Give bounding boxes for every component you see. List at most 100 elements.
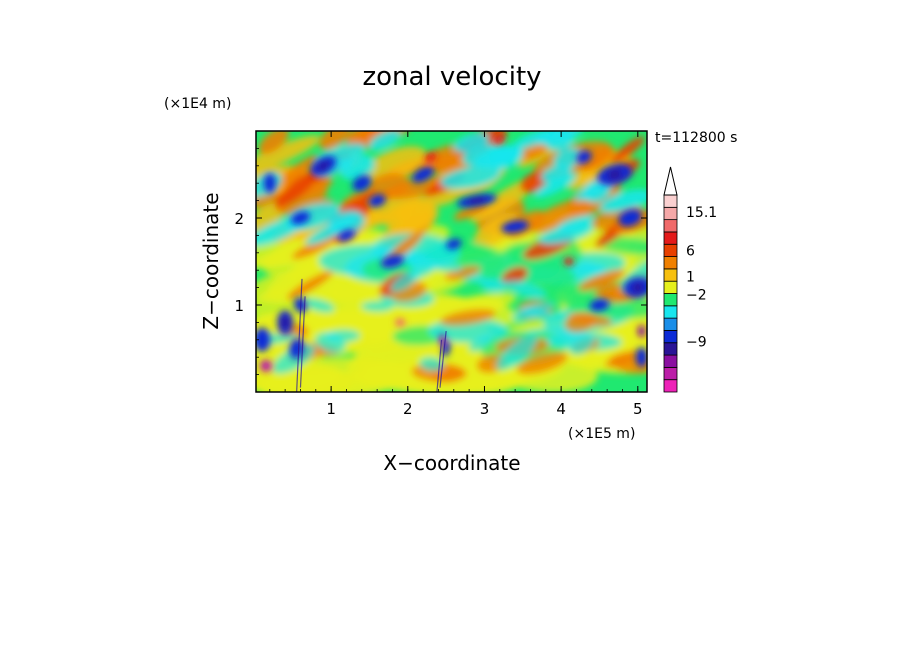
contour-region <box>496 334 538 371</box>
contour-region <box>615 207 647 235</box>
contour-core <box>589 298 610 312</box>
contour-region <box>256 363 342 392</box>
contour-streak <box>299 296 306 388</box>
contour-region <box>362 146 427 183</box>
contour-core <box>606 169 623 180</box>
contour-core <box>380 254 405 269</box>
contour-region <box>292 235 338 259</box>
contour-core <box>338 229 355 242</box>
contour-region <box>432 260 462 273</box>
contour-region <box>381 175 452 200</box>
colorbar-swatch <box>663 206 678 221</box>
contour-core <box>446 238 462 250</box>
colorbar-swatch <box>663 366 678 381</box>
contour-region <box>303 298 335 313</box>
contour-region <box>501 266 528 286</box>
contour-core <box>576 150 592 164</box>
colorbar-label: −2 <box>686 288 707 304</box>
contour-core <box>563 257 574 266</box>
colorbar-swatch <box>663 243 678 257</box>
y-tick-label: 2 <box>234 210 244 228</box>
y-tick-label: 1 <box>234 297 244 315</box>
contour-region <box>569 332 595 355</box>
contour-core <box>618 209 642 227</box>
colorbar-swatch <box>663 379 678 393</box>
y-axis-label: Z−coordinate <box>199 192 223 329</box>
colorbar-swatch <box>663 293 678 307</box>
x-tick-label: 1 <box>326 400 336 418</box>
colorbar-swatch <box>663 354 678 368</box>
x-tick-label: 5 <box>633 400 643 418</box>
contour-region <box>574 179 613 201</box>
contour-core <box>635 347 647 368</box>
contour-region <box>468 334 492 352</box>
x-axis-label: X−coordinate <box>383 451 520 475</box>
contour-core <box>395 318 406 327</box>
contour-region <box>272 343 316 374</box>
x-axis-ticks: 1 2 3 4 5 <box>269 131 643 418</box>
contour-region <box>579 261 605 275</box>
contour-core <box>317 160 330 171</box>
x-tick-label: 3 <box>480 400 490 418</box>
contour-region <box>578 269 626 291</box>
contour-core <box>412 166 434 183</box>
colorbar-label: 1 <box>686 269 695 285</box>
contour-region <box>276 154 319 188</box>
contour-streak <box>296 278 303 392</box>
contour-region <box>361 301 394 312</box>
time-label: t=112800 s <box>655 130 737 146</box>
colorbar-swatch <box>663 317 678 331</box>
contour-core <box>259 359 272 372</box>
contour-region <box>346 131 388 145</box>
y-unit-label: (×1E4 m) <box>164 96 231 112</box>
contour-core <box>637 325 646 338</box>
contour-region <box>453 132 490 153</box>
contour-core <box>352 175 372 192</box>
colorbar-label: 6 <box>686 243 695 259</box>
contour-region <box>516 352 568 375</box>
contour-region <box>544 131 575 152</box>
contour-region <box>419 356 445 372</box>
contour-region <box>286 270 333 300</box>
contour-core <box>466 197 487 205</box>
colorbar-swatch <box>663 256 678 270</box>
contour-region <box>599 189 647 213</box>
contour-region <box>319 131 350 151</box>
plot-frame <box>255 130 648 393</box>
field-streak-layer <box>296 278 447 392</box>
contour-core <box>256 327 271 352</box>
contour-core <box>631 282 644 293</box>
contour-region <box>453 202 488 221</box>
x-unit-label: (×1E5 m) <box>568 426 635 442</box>
contour-region <box>444 265 481 281</box>
contour-region <box>540 164 573 183</box>
contour-region <box>578 145 615 172</box>
y-axis-ticks: 12 <box>234 147 647 376</box>
contour-region <box>256 135 320 175</box>
x-tick-label: 4 <box>556 400 566 418</box>
contour-core <box>501 220 529 234</box>
contour-region <box>368 131 401 151</box>
colorbar-swatch <box>663 280 678 294</box>
contour-core <box>289 338 304 359</box>
colorbar-swatch <box>663 342 678 356</box>
contour-region <box>440 308 496 326</box>
contour-region <box>553 147 581 170</box>
field-layer <box>256 131 647 392</box>
contour-core <box>263 173 276 194</box>
contour-region <box>504 280 546 299</box>
field-core-layer <box>256 135 647 372</box>
colorbar-swatch <box>663 305 678 319</box>
contour-region <box>520 306 551 319</box>
colorbar-swatch <box>663 268 678 282</box>
colorbar-swatch <box>663 194 678 208</box>
contour-core <box>290 211 311 225</box>
contour-region <box>256 216 306 247</box>
contour-region <box>534 173 577 199</box>
contour-region <box>481 278 509 293</box>
contour-region <box>314 332 346 354</box>
colorbar-swatch <box>663 231 678 245</box>
colorbar-swatch <box>663 219 678 233</box>
